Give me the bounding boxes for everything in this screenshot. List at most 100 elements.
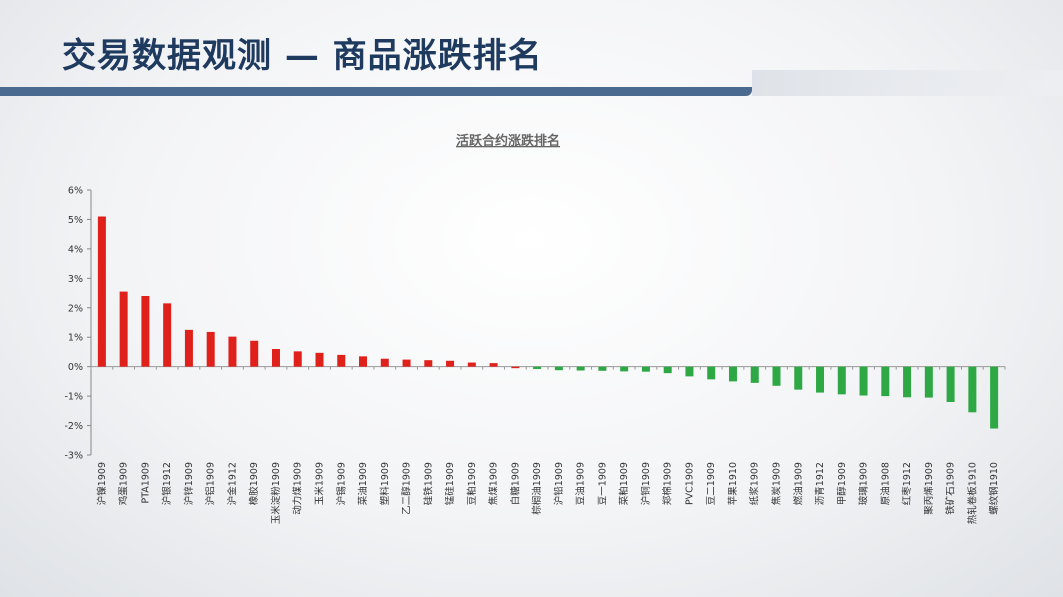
bar (163, 303, 172, 367)
x-tick-label: 沪铜1909 (640, 462, 652, 505)
y-tick-label: 2% (68, 303, 83, 314)
chart-axes: 6% 5% 4% 3% 2% 1% 0% -1% -2% -3% (65, 186, 1006, 462)
bar (250, 340, 259, 367)
bar (990, 366, 999, 429)
bar (206, 331, 215, 367)
chart-title: 活跃合约涨跌排名 (456, 133, 560, 149)
x-tick-label: 苹果1910 (727, 462, 739, 505)
x-tick-label: 沪锌1909 (183, 462, 195, 505)
x-tick-label: 玉米1909 (314, 462, 326, 505)
x-tick-label: 豆粕1909 (466, 462, 478, 505)
bar (816, 366, 825, 393)
bar (663, 366, 672, 374)
bar (141, 296, 150, 367)
bar (446, 360, 455, 367)
bar (337, 354, 346, 367)
bar (641, 366, 650, 372)
bar (859, 366, 868, 396)
bar (598, 366, 607, 371)
x-tick-label: 棕榈油1909 (531, 462, 543, 515)
bar (728, 366, 737, 382)
x-tick-label: 动力煤1909 (292, 462, 304, 515)
x-tick-label: 沥青1912 (814, 462, 826, 505)
x-tick-label: 焦煤1909 (488, 462, 500, 505)
slide-title: 交易数据观测 — 商品涨跌排名 (62, 36, 543, 76)
x-tick-label: 郑棉1909 (662, 462, 674, 505)
x-tick-label: PTA1909 (140, 462, 151, 503)
bar (707, 366, 716, 380)
x-tick-label: 豆一1909 (597, 462, 608, 505)
x-tick-label: 乙二醇1909 (401, 462, 413, 515)
x-tick-label: 原油1908 (879, 462, 891, 505)
x-tick-label: 橡胶1909 (248, 462, 260, 505)
x-tick-label: 红枣1912 (901, 462, 913, 505)
y-tick-label: -2% (65, 421, 84, 432)
bar (946, 366, 955, 402)
bar (424, 360, 433, 367)
x-tick-label: 沪锡1909 (335, 462, 347, 505)
x-tick-label: 鸡蛋1909 (118, 462, 130, 505)
chart-x-tick-labels: 沪镍1909 鸡蛋1909 PTA1909 沪银1912 沪锌1909 沪铝1909 沪金1… (96, 462, 1000, 524)
chart-bars (97, 216, 999, 429)
x-tick-label: 豆二1909 (706, 462, 717, 505)
y-tick-label: -3% (65, 451, 84, 462)
y-tick-label: 1% (68, 333, 83, 344)
x-tick-label: 锰硅1909 (444, 462, 456, 505)
x-tick-label: 纸浆1909 (749, 462, 761, 505)
x-tick-label: 沪铝1909 (205, 462, 217, 505)
x-tick-label: 燃油1909 (792, 462, 804, 505)
x-tick-label: 菜油1909 (357, 462, 369, 505)
bar (881, 366, 890, 397)
y-tick-label: 0% (68, 362, 83, 373)
y-tick-label: 3% (68, 274, 83, 285)
bar (685, 366, 694, 377)
bar (903, 366, 912, 398)
x-tick-label: 玻璃1909 (858, 462, 870, 505)
x-tick-label: 沪镍1909 (96, 462, 108, 505)
bar (402, 359, 411, 367)
y-tick-label: 6% (68, 186, 83, 197)
bar (576, 366, 585, 371)
bar (467, 362, 476, 367)
bar (924, 366, 933, 398)
y-tick-label: 5% (68, 215, 83, 226)
x-tick-label: 沪铅1909 (553, 462, 565, 505)
x-tick-label: 沪金1912 (226, 462, 238, 505)
bar (184, 329, 193, 367)
x-tick-label: 白糖1909 (509, 462, 521, 505)
bar (380, 358, 389, 367)
x-tick-label: 甲醇1909 (836, 462, 848, 505)
x-tick-label: 豆油1909 (575, 462, 587, 505)
bar (794, 366, 803, 390)
bar (837, 366, 846, 395)
bar (293, 351, 302, 367)
title-underline-bar (0, 87, 752, 96)
bar (772, 366, 781, 386)
x-tick-label: 焦炭1909 (771, 462, 783, 505)
x-tick-label: 螺纹钢1910 (988, 462, 1000, 515)
x-tick-label: 聚丙烯1909 (923, 462, 935, 515)
bar (228, 336, 237, 367)
bar (489, 363, 498, 367)
y-tick-label: 4% (68, 244, 83, 255)
bar (620, 366, 629, 372)
x-tick-label: 菜粕1909 (618, 462, 630, 505)
bar (968, 366, 977, 413)
x-tick-label: 硅铁1909 (422, 462, 434, 505)
title-bar-highlight (752, 70, 1063, 96)
x-tick-label: 铁矿石1909 (945, 462, 957, 515)
bar (97, 216, 106, 367)
bar (533, 366, 542, 370)
bar (554, 366, 563, 371)
bar (359, 356, 368, 367)
x-tick-label: PVC1909 (684, 462, 695, 505)
x-tick-label: 热轧卷板1910 (966, 462, 978, 524)
x-tick-label: 沪银1912 (161, 462, 173, 505)
bar (271, 349, 280, 367)
x-tick-label: 塑料1909 (379, 462, 391, 505)
bar (750, 366, 759, 383)
bar (511, 366, 520, 369)
y-tick-label: -1% (65, 392, 84, 403)
